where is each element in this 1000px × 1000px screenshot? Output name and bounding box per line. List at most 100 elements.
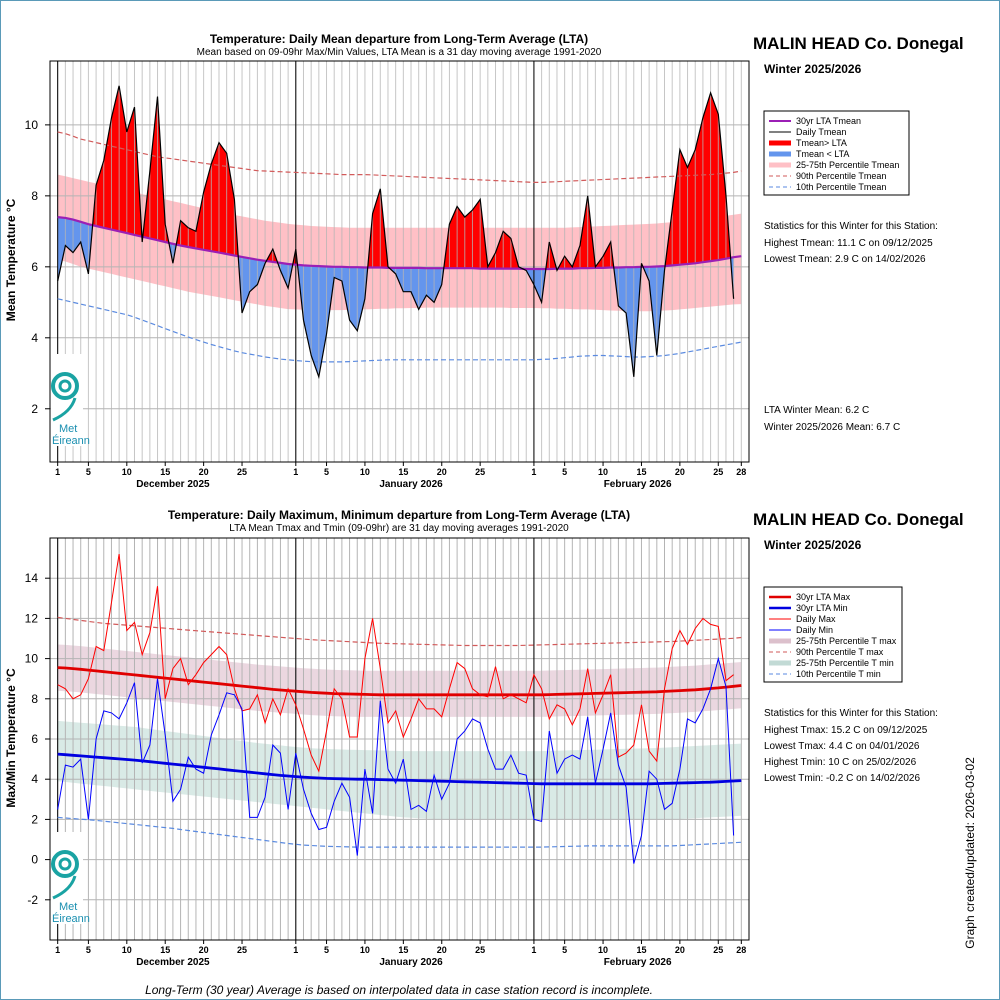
anomaly-below-lta — [318, 266, 327, 377]
anomaly-below-lta — [426, 268, 435, 303]
x-tick-label: 10 — [122, 945, 132, 955]
legend-label: 25-75th Percentile T min — [796, 658, 894, 668]
x-tick-label: 10 — [598, 945, 608, 955]
x-tick-label: 5 — [324, 467, 329, 477]
x-tick-label: 28 — [736, 945, 746, 955]
anomaly-above-lta — [226, 153, 235, 256]
y-tick-label: 2 — [31, 402, 38, 416]
anomaly-below-lta — [80, 221, 89, 274]
percentile-90-line — [57, 131, 742, 183]
anomaly-above-lta — [180, 220, 189, 247]
legend-label: Daily Min — [796, 625, 833, 635]
panel-subtitle: Mean based on 09-09hr Max/Min Values, LT… — [197, 47, 602, 58]
x-tick-label: 1 — [531, 945, 536, 955]
anomaly-below-lta — [395, 267, 404, 292]
logo-text: Met — [59, 423, 77, 435]
percentile-10-line — [57, 298, 742, 363]
logo-background — [51, 832, 83, 924]
y-tick-label: 14 — [25, 571, 39, 585]
legend: 30yr LTA Max 30yr LTA Min Daily Max Dail… — [763, 586, 903, 683]
graph-updated-note: Graph created/updated: 2026-03-02 — [963, 757, 977, 949]
x-tick-label: 1 — [293, 467, 298, 477]
x-tick-label: 20 — [199, 945, 209, 955]
max-min-temperature-panel: Temperature: Daily Maximum, Minimum depa… — [4, 508, 964, 968]
x-tick-label: 15 — [398, 945, 408, 955]
percentile-90-tmax-line — [57, 616, 742, 647]
y-tick-label: 4 — [31, 772, 38, 786]
logo-text: Éireann — [52, 912, 90, 925]
x-tick-label: 15 — [160, 467, 170, 477]
anomaly-below-lta — [65, 217, 74, 253]
logo-background — [51, 354, 83, 446]
y-tick-label: 10 — [25, 118, 39, 132]
anomaly-below-lta — [242, 256, 250, 313]
anomaly-below-lta — [357, 267, 365, 331]
anomaly-above-lta — [464, 210, 473, 269]
season-label: Winter 2025/2026 — [764, 538, 862, 552]
x-tick-label: 15 — [398, 467, 408, 477]
anomaly-above-lta — [702, 92, 711, 263]
stat-line: Lowest Tmax: 4.4 C on 04/01/2026 — [764, 741, 920, 752]
x-tick-label: 20 — [437, 945, 447, 955]
percentile-10-tmin-line — [57, 816, 742, 848]
panel-title: Temperature: Daily Mean departure from L… — [210, 32, 588, 46]
legend-label: 90th Percentile Tmean — [796, 171, 886, 181]
x-tick-label: 5 — [86, 945, 91, 955]
anomaly-above-lta — [503, 231, 511, 269]
x-tick-label: 1 — [55, 467, 60, 477]
plot-frame — [49, 60, 750, 463]
y-tick-label: 4 — [31, 331, 38, 345]
stat-line: LTA Winter Mean: 6.2 C — [764, 405, 869, 416]
anomaly-above-lta — [195, 192, 204, 250]
legend-label: Daily Max — [796, 614, 836, 624]
lta-mean-line — [57, 216, 742, 271]
anomaly-above-lta — [211, 142, 219, 253]
x-tick-label: 25 — [713, 467, 723, 477]
x-tick-label: 28 — [736, 467, 746, 477]
footnote: Long-Term (30 year) Average is based on … — [145, 983, 653, 997]
anomaly-below-lta — [411, 267, 419, 310]
mean-temperature-panel: Temperature: Daily Mean departure from L… — [4, 32, 964, 490]
daily-min-line — [57, 656, 735, 864]
x-tick-label: 20 — [675, 467, 685, 477]
y-axis-label: Max/Min Temperature °C — [4, 668, 18, 808]
percentile-band-tmax — [57, 644, 742, 717]
anomaly-below-lta — [626, 267, 634, 377]
x-tick-label: 15 — [160, 945, 170, 955]
anomaly-above-lta — [495, 231, 504, 269]
anomaly-above-lta — [103, 117, 112, 230]
x-tick-label: 1 — [55, 945, 60, 955]
y-tick-label: 12 — [25, 611, 39, 625]
logo-swirl-icon — [51, 372, 79, 400]
x-tick-label: 25 — [475, 467, 485, 477]
x-tick-label: 10 — [122, 467, 132, 477]
station-name: MALIN HEAD Co. Donegal — [753, 510, 964, 529]
x-tick-label: 5 — [324, 945, 329, 955]
lta-min-line — [57, 752, 742, 786]
logo-swirl-icon — [52, 875, 77, 900]
x-tick-label: 5 — [562, 945, 567, 955]
anomaly-above-lta — [149, 96, 158, 241]
x-tick-label: 20 — [199, 467, 209, 477]
daily-mean-line — [57, 85, 735, 380]
legend-box — [763, 586, 903, 683]
month-label: December 2025 — [136, 957, 210, 968]
legend-label: Tmean> LTA — [796, 138, 847, 148]
anomaly-above-lta — [718, 114, 726, 261]
lta-max-line — [57, 666, 742, 697]
legend-label: Tmean < LTA — [796, 149, 849, 159]
logo-swirl-icon — [58, 379, 72, 393]
x-tick-label: 10 — [360, 945, 370, 955]
anomaly-above-lta — [695, 117, 703, 264]
anomaly-above-lta — [679, 149, 688, 265]
x-tick-label: 25 — [713, 945, 723, 955]
season-label: Winter 2025/2026 — [764, 62, 862, 76]
stat-line: Lowest Tmean: 2.9 C on 14/02/2026 — [764, 254, 926, 265]
month-label: January 2026 — [379, 479, 443, 490]
anomaly-above-lta — [457, 206, 465, 269]
stats-header: Statistics for this Winter for this Stat… — [764, 221, 938, 232]
anomaly-below-lta — [280, 262, 289, 289]
